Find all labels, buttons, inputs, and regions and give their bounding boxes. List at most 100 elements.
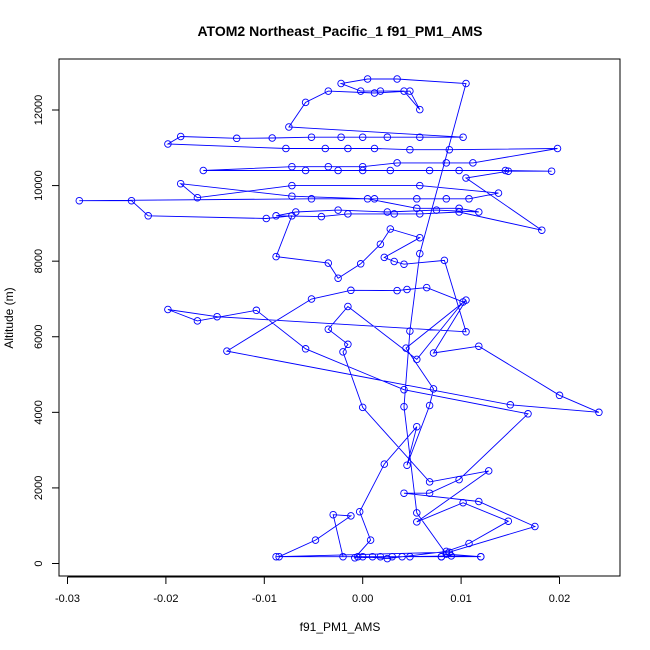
data-point [311,536,320,544]
x-tick-label: 0.01 [450,593,471,605]
data-point [288,162,296,171]
data-point [366,536,375,544]
data-point [344,144,352,153]
data-point [334,206,342,214]
data-point [301,345,310,353]
data-point [484,467,493,475]
y-tick-label: 12000 [33,95,45,126]
x-axis-label: f91_PM1_AMS [300,620,381,634]
y-tick-label: 10000 [33,170,45,201]
data-point [400,489,408,497]
x-tick-label: -0.03 [55,593,80,605]
data-point [383,208,392,216]
data-point [358,403,367,412]
data-point [339,348,347,356]
data-point [475,497,483,506]
data-point [355,507,364,516]
data-point [447,552,456,560]
x-tick-label: 0.02 [549,593,570,605]
data-point [406,327,414,335]
data-point [358,552,367,561]
data-point [144,212,152,220]
data-point [321,144,330,153]
data-point [356,87,365,95]
data-point [477,552,485,561]
data-point [416,233,424,242]
data-point [406,87,414,95]
data-point [292,208,300,216]
data-point [386,225,395,233]
data-point [272,552,280,561]
data-point [268,134,276,142]
data-point [432,206,441,214]
x-tick-label: -0.01 [252,593,277,605]
data-point [393,159,401,167]
data-point [506,401,515,409]
data-point [324,162,333,171]
data-point [425,166,434,175]
data-point [504,517,513,525]
data-point [538,226,546,234]
data-point [398,552,406,561]
data-point [455,475,463,484]
data-point [317,212,326,221]
data-point [465,195,473,203]
data-point [595,408,603,417]
data-point [553,144,562,153]
data-point [307,195,316,203]
data-point [402,344,410,352]
data-point [400,87,408,95]
data-point [347,286,355,295]
data-point [459,498,467,507]
x-tick-label: 0.00 [352,593,373,605]
data-point [429,385,438,393]
data-point [416,249,424,258]
data-point [380,460,389,468]
data-point [376,240,385,248]
data-point [406,552,414,561]
data-point [469,159,477,167]
data-point [376,87,385,95]
data-point [442,195,451,203]
data-point [425,478,434,486]
data-point [442,159,451,167]
data-point [455,208,463,216]
data-point [344,210,352,218]
data-point [413,422,421,431]
y-axis: 0 2000 4000 6000 8000 10000 12000 [33,95,60,567]
x-axis: -0.03 -0.02 -0.01 0.00 0.01 0.02 [55,576,570,605]
data-point [437,552,446,561]
data-point [455,166,463,175]
data-point [400,385,408,394]
data-point [429,349,438,357]
data-point [403,461,411,469]
data-point [416,181,424,190]
data-point [213,312,221,321]
data-point [459,298,467,306]
data-point [307,133,316,141]
data-point [390,210,398,218]
data-point [288,192,296,200]
data-point [363,195,372,203]
data-point [555,391,564,400]
data-point [358,166,367,175]
y-tick-label: 8000 [33,249,45,273]
data-point [400,260,408,268]
data-point [416,210,424,218]
data-point [504,167,513,175]
data-point [531,522,539,531]
data-point [425,489,434,497]
data-point [275,552,283,561]
data-point [193,317,202,325]
data-point [334,274,342,282]
data-point [406,145,414,154]
data-point [440,256,449,265]
data-point [344,340,352,349]
data-point [462,79,470,88]
data-point [339,552,347,561]
data-point [127,196,136,205]
data-point [400,402,408,411]
data-point [252,306,261,315]
y-tick-label: 6000 [33,325,45,349]
y-tick-label: 2000 [33,476,45,500]
